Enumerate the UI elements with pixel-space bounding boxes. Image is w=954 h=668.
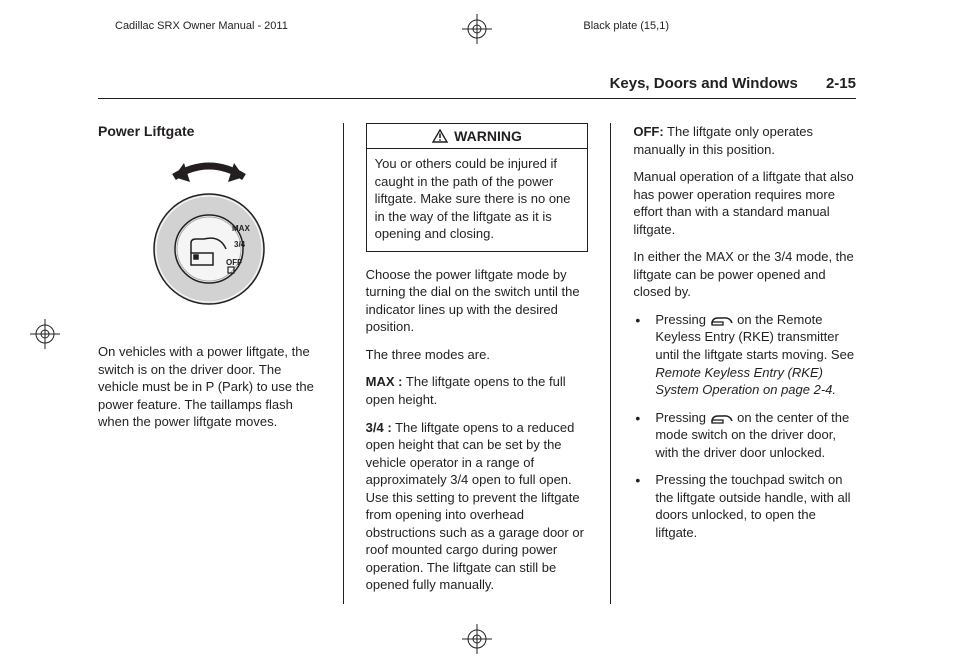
power-liftgate-title: Power Liftgate	[98, 123, 321, 139]
bullet1-pre: Pressing	[655, 312, 709, 327]
off-label: OFF:	[633, 124, 663, 139]
body-columns: Power Liftgate	[98, 123, 856, 604]
threequarter-mode-paragraph: 3/4 : The liftgate opens to a reduced op…	[366, 419, 589, 594]
warning-header: WARNING	[367, 124, 588, 149]
warning-triangle-icon	[432, 129, 448, 143]
manual-note: Manual operation of a liftgate that also…	[633, 168, 856, 238]
choose-mode-text: Choose the power liftgate mode by turnin…	[366, 266, 589, 336]
plate-reference: Black plate (15,1)	[583, 20, 669, 32]
max-label: MAX :	[366, 374, 403, 389]
registration-mark-bottom	[462, 624, 492, 654]
warning-box: WARNING You or others could be injured i…	[366, 123, 589, 252]
column-3: OFF: The liftgate only operates manually…	[633, 123, 856, 604]
running-head: Keys, Doors and Windows 2-15	[98, 75, 856, 99]
max-mode-paragraph: MAX : The liftgate opens to the full ope…	[366, 373, 589, 408]
registration-mark-left	[30, 319, 60, 349]
dial-label-off: OFF	[226, 258, 242, 267]
liftgate-button-icon	[710, 314, 734, 326]
bullet3-text: Pressing the touchpad switch on the lift…	[655, 472, 850, 540]
section-name: Keys, Doors and Windows	[610, 75, 798, 92]
dial-label-max: MAX	[232, 224, 250, 233]
liftgate-intro: On vehicles with a power liftgate, the s…	[98, 343, 321, 431]
liftgate-dial-figure: MAX 3/4 OFF	[98, 149, 321, 319]
warning-body: You or others could be injured if caught…	[367, 149, 588, 251]
bullet1-xref: Remote Keyless Entry (RKE) System Operat…	[655, 365, 836, 398]
liftgate-button-icon	[710, 412, 734, 424]
list-item: Pressing the touchpad switch on the lift…	[633, 471, 856, 541]
dial-label-34: 3/4	[234, 240, 246, 249]
page-number: 2-15	[826, 75, 856, 92]
off-mode-paragraph: OFF: The liftgate only operates manually…	[633, 123, 856, 158]
either-mode-text: In either the MAX or the 3/4 mode, the l…	[633, 248, 856, 301]
list-item: Pressing on the Remote Keyless Entry (RK…	[633, 311, 856, 399]
list-item: Pressing on the center of the mode switc…	[633, 409, 856, 462]
column-2: WARNING You or others could be injured i…	[366, 123, 589, 604]
column-1: Power Liftgate	[98, 123, 321, 604]
manual-title: Cadillac SRX Owner Manual - 2011	[115, 20, 288, 32]
warning-label: WARNING	[454, 128, 522, 144]
threequarter-text: The liftgate opens to a reduced open hei…	[366, 420, 584, 593]
three-modes-text: The three modes are.	[366, 346, 589, 364]
column-separator-1	[343, 123, 344, 604]
bullet2-pre: Pressing	[655, 410, 709, 425]
threequarter-label: 3/4 :	[366, 420, 392, 435]
registration-mark-top	[462, 14, 492, 44]
operation-list: Pressing on the Remote Keyless Entry (RK…	[633, 311, 856, 542]
column-separator-2	[610, 123, 611, 604]
page-content: Keys, Doors and Windows 2-15 Power Liftg…	[98, 75, 856, 623]
